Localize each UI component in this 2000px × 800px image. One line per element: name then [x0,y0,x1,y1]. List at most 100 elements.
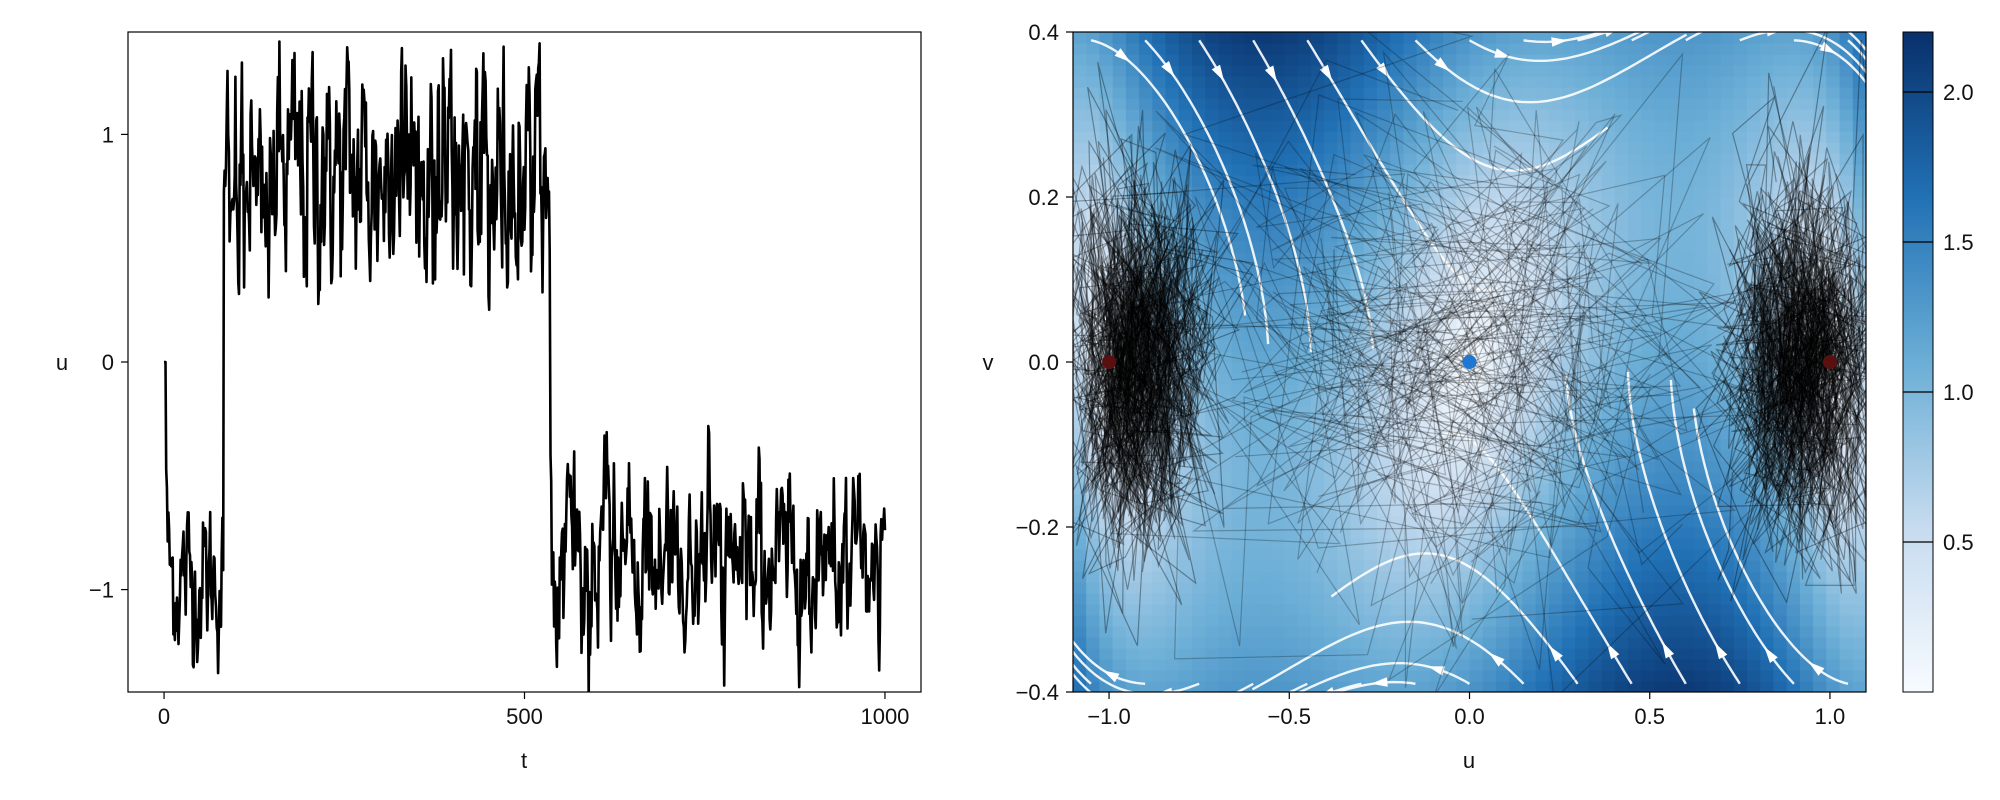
heatmap-cell [1826,230,1841,242]
heatmap-cell [1073,615,1087,627]
heatmap-cell [1139,494,1153,506]
heatmap-cell [1654,604,1669,616]
heatmap-cell [1403,219,1418,231]
heatmap-cell [1694,296,1708,308]
streamline-arrow [1819,41,1837,54]
heatmap-cell [1826,505,1841,517]
heatmap-cell [1852,483,1866,495]
heatmap-cell [1852,98,1866,110]
heatmap-cell [1231,32,1246,44]
heatmap-cell [1350,186,1365,198]
heatmap-cell [1244,637,1259,649]
heatmap-cell [1231,648,1246,660]
heatmap-cell [1469,428,1484,440]
heatmap-cell [1681,285,1695,297]
heatmap-cell [1522,175,1537,187]
heatmap-cell [1099,296,1114,308]
heatmap-cell [1852,274,1866,286]
heatmap-cell [1443,351,1457,363]
heatmap-cell [1416,681,1431,692]
heatmap-cell [1350,351,1365,363]
heatmap-cell [1482,186,1497,198]
heatmap-cell [1443,32,1457,44]
heatmap-cell [1601,87,1616,99]
heatmap-cell [1628,274,1642,286]
heatmap-cell [1231,659,1246,671]
heatmap-cell [1799,384,1814,396]
heatmap-cell [1258,175,1272,187]
heatmap-cell [1218,329,1233,341]
heatmap-cell [1324,549,1338,561]
heatmap-cell [1390,142,1404,154]
heatmap-cell [1773,560,1788,572]
heatmap-cell [1416,505,1431,517]
heatmap-cell [1337,307,1352,319]
heatmap-cell [1852,175,1866,187]
heatmap-cell [1747,516,1761,528]
heatmap-cell [1086,230,1100,242]
heatmap-cell [1720,219,1735,231]
heatmap-cell [1799,637,1814,649]
heatmap-cell [1443,384,1457,396]
heatmap-cell [1773,384,1788,396]
heatmap-cell [1244,428,1259,440]
heatmap-cell [1813,461,1827,473]
heatmap-cell [1192,384,1206,396]
heatmap-cell [1786,483,1801,495]
heatmap-cell [1482,109,1497,121]
heatmap-cell [1152,285,1167,297]
heatmap-cell [1614,494,1629,506]
heatmap-cell [1641,626,1656,638]
heatmap-cell [1324,32,1338,44]
heatmap-cell [1509,87,1523,99]
heatmap-cell [1667,549,1682,561]
heatmap-cell [1628,516,1642,528]
heatmap-cell [1694,131,1708,143]
time-series-y-ticks: −101 [89,122,128,603]
heatmap-cell [1799,406,1814,418]
heatmap-cell [1125,219,1140,231]
heatmap-cell [1231,593,1246,605]
heatmap-cell [1297,87,1312,99]
heatmap-cell [1390,351,1404,363]
heatmap-cell [1139,329,1153,341]
heatmap-cell [1363,65,1378,77]
heatmap-cell [1390,527,1404,539]
heatmap-cell [1205,648,1219,660]
heatmap-cell [1363,483,1378,495]
heatmap-cell [1403,538,1418,550]
heatmap-cell [1562,252,1576,264]
heatmap-cell [1773,659,1788,671]
streamline-arrow [1114,48,1131,63]
heatmap-cell [1377,98,1391,110]
heatmap-cell [1125,417,1140,429]
heatmap-cell [1509,197,1523,209]
heatmap-cell [1799,604,1814,616]
heatmap-cell [1548,87,1563,99]
heatmap-cell [1271,219,1286,231]
colorbar: 0.51.01.52.0 [1902,31,1974,693]
heatmap-cell [1125,560,1140,572]
heatmap-cell [1363,593,1378,605]
heatmap-cell [1588,230,1603,242]
heatmap-cell [1377,648,1391,660]
heatmap-cell [1099,571,1114,583]
heatmap-cell [1681,296,1695,308]
heatmap-cell [1456,175,1471,187]
streamline [1360,39,1609,172]
heatmap-cell [1601,560,1616,572]
heatmap-cell [1588,54,1603,66]
heatmap-cell [1813,505,1827,517]
heatmap-cell [1839,230,1854,242]
heatmap-cell [1152,65,1167,77]
trajectory-path [1073,133,1225,521]
heatmap-cell [1178,142,1193,154]
heatmap-cell [1416,274,1431,286]
heatmap-cell [1562,153,1576,165]
heatmap-cell [1178,109,1193,121]
heatmap-cell [1495,98,1510,110]
heatmap-cell [1443,505,1457,517]
heatmap-cell [1482,142,1497,154]
heatmap-cell [1073,450,1087,462]
heatmap-cell [1773,153,1788,165]
